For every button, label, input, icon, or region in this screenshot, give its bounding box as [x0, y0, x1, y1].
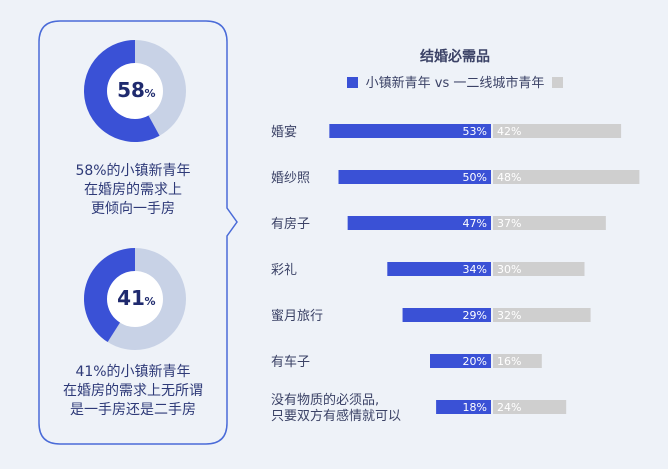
donut-caption-41: 41%的小镇新青年 在婚房的需求上无所谓 是一手房还是二手房: [38, 363, 228, 420]
legend-label-series-2: 一二线城市青年: [453, 76, 545, 91]
value-label-series-2: 32%: [497, 309, 521, 322]
bar-series-1: [347, 216, 491, 230]
bar-series-2: [493, 262, 585, 276]
donut-chart-41: 41 %: [83, 248, 186, 350]
category-label: 有房子: [271, 216, 310, 232]
bar-series-2: [493, 124, 622, 138]
donut-caption-58: 58%的小镇新青年 在婚房的需求上 更倾向一手房: [38, 162, 228, 219]
category-label: 蜜月旅行: [271, 309, 323, 324]
legend-swatch-series-1: [346, 77, 358, 88]
bar-series-2: [493, 170, 640, 184]
value-label-series-1: 18%: [463, 401, 487, 414]
bar-series-1: [329, 124, 491, 138]
value-label-series-2: 16%: [497, 355, 521, 368]
legend-separator: vs: [434, 76, 450, 91]
chart-title: 结婚必需品: [420, 49, 490, 65]
legend-swatch-series-2: [552, 77, 564, 88]
bar-series-1: [338, 170, 491, 184]
value-label-series-2: 24%: [497, 401, 521, 414]
donut-value: 41: [117, 286, 145, 310]
value-label-series-1: 53%: [463, 125, 487, 138]
bar-series-2: [493, 308, 591, 322]
bar-series-2: [493, 400, 567, 414]
bar-series-1: [387, 262, 491, 276]
donut-pct-symbol: %: [144, 87, 155, 100]
caption-line: 在婚房的需求上无所谓: [63, 383, 203, 399]
legend-label-series-1: 小镇新青年: [365, 76, 431, 91]
donut-pct-symbol: %: [144, 295, 155, 308]
panel-border: [38, 20, 238, 445]
caption-line: 41%的小镇新青年: [75, 364, 191, 380]
category-label: 没有物质的必须品,: [271, 392, 379, 408]
donut-chart-58: 58 %: [83, 40, 186, 142]
caption-line: 是一手房还是二手房: [70, 402, 196, 418]
value-label-series-1: 50%: [463, 171, 487, 184]
value-label-series-2: 30%: [497, 263, 521, 276]
value-label-series-1: 34%: [463, 263, 487, 276]
bar-series-1: [430, 354, 491, 368]
left-panel: 58 % 58%的小镇新青年 在婚房的需求上 更倾向一手房 41 % 41%的小…: [38, 20, 238, 445]
value-label-series-2: 42%: [497, 125, 521, 138]
bar-chart: 结婚必需品 小镇新青年 vs 一二线城市青年 婚宴 53% 42% 婚纱照 50% 48%…: [255, 40, 655, 440]
value-label-series-2: 48%: [497, 171, 521, 184]
chart-legend: 小镇新青年 vs 一二线城市青年: [255, 72, 655, 91]
category-label: 婚宴: [271, 124, 297, 140]
donut-value: 58: [117, 78, 145, 102]
category-label: 彩礼: [271, 262, 297, 278]
caption-line: 58%的小镇新青年: [75, 163, 191, 179]
value-label-series-1: 47%: [463, 217, 487, 230]
caption-line: 在婚房的需求上: [84, 182, 182, 198]
bar-series-2: [493, 216, 606, 230]
panel-outline: [38, 20, 238, 445]
bar-series-2: [493, 354, 542, 368]
bar-series-1: [436, 400, 491, 414]
donut-hole: [107, 271, 163, 327]
value-label-series-1: 20%: [463, 355, 487, 368]
category-label: 婚纱照: [271, 171, 310, 186]
value-label-series-1: 29%: [463, 309, 487, 322]
caption-line: 更倾向一手房: [91, 201, 175, 217]
donut-hole: [107, 63, 163, 119]
value-label-series-2: 37%: [497, 217, 521, 230]
category-label: 有车子: [271, 354, 310, 370]
bar-series-1: [402, 308, 491, 322]
bars-plot: 婚宴 53% 42% 婚纱照 50% 48% 有房子 47% 37% 彩礼 34% 30% 蜜月旅行 29…: [271, 124, 640, 424]
category-label: 只要双方有感情就可以: [271, 408, 401, 424]
